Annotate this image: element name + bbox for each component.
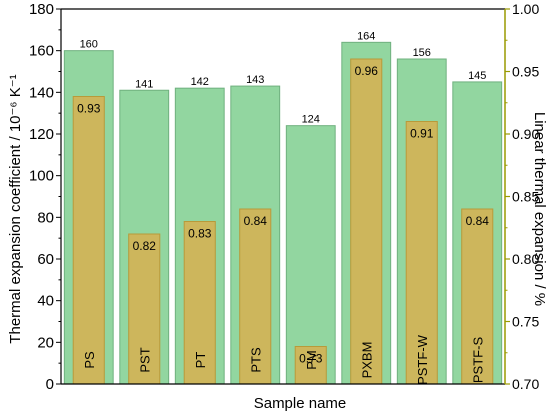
- category-label: PS: [82, 351, 97, 369]
- right-tick-label: 0.70: [512, 376, 539, 392]
- left-tick-label: 160: [29, 43, 54, 60]
- left-tick-label: 20: [37, 334, 54, 351]
- category-labels: PS PST PT PTS PM PXBM PSTF-W PSTF-S: [82, 334, 486, 385]
- main-bar-value-label: 160: [80, 39, 98, 51]
- main-bar-value-label: 143: [246, 74, 264, 86]
- secondary-bar: [128, 233, 161, 385]
- secondary-bar-value-label: 0.73: [299, 352, 323, 366]
- secondary-bar: [239, 208, 272, 385]
- main-bar-value-label: 142: [191, 76, 209, 88]
- secondary-bar: [461, 208, 494, 385]
- secondary-bar-value-label: 0.91: [410, 127, 434, 141]
- category-label: PM: [304, 350, 319, 370]
- x-axis-label: Sample name: [254, 395, 347, 412]
- secondary-bar-value-label: 0.84: [244, 214, 268, 228]
- secondary-bar-value-label: 0.83: [188, 227, 212, 241]
- secondary-bar-value-label: 0.84: [466, 214, 490, 228]
- right-tick-label: 0.75: [512, 314, 539, 330]
- main-bar-value-label: 145: [468, 70, 486, 82]
- left-tick-label: 120: [29, 126, 54, 143]
- secondary-bar: [72, 96, 105, 385]
- left-tick-label: 60: [37, 251, 54, 268]
- left-axis-ticks: 0 20 40 60 80 100 120 140 160 180: [29, 1, 61, 393]
- main-bar-value-label: 164: [357, 30, 375, 42]
- main-bar-value-label: 124: [302, 114, 320, 126]
- left-tick-label: 100: [29, 168, 54, 185]
- category-label: PT: [193, 352, 208, 369]
- value-labels: 160 0.93 141 0.82 142 0.83 143 0.84 124 0.73 164 0.…: [77, 30, 489, 365]
- category-label: PXBM: [359, 342, 374, 379]
- y-axis-label: Thermal expansion coefficient / 10⁻⁶ K⁻¹: [7, 74, 24, 343]
- right-tick-label: 0.80: [512, 251, 539, 267]
- category-label: PST: [137, 347, 152, 372]
- category-label: PTS: [248, 347, 263, 373]
- right-tick-label: 1.00: [512, 1, 539, 17]
- left-tick-label: 140: [29, 84, 54, 101]
- main-bar-value-label: 141: [135, 78, 153, 90]
- main-bar-value-label: 156: [413, 47, 431, 59]
- y2-axis-label: Linear thermal expansion / %: [531, 112, 548, 306]
- left-tick-label: 80: [37, 209, 54, 226]
- right-tick-label: 0.85: [512, 189, 539, 205]
- secondary-bar: [350, 58, 383, 385]
- right-tick-label: 0.90: [512, 126, 539, 142]
- secondary-bar: [183, 221, 216, 385]
- right-axis-ticks: 0.70 0.75 0.80 0.85 0.90 0.95 1.00: [505, 1, 539, 392]
- secondary-bar-value-label: 0.82: [133, 239, 157, 253]
- secondary-bar-value-label: 0.93: [77, 102, 101, 116]
- right-tick-label: 0.95: [512, 64, 539, 80]
- category-label: PSTF-W: [415, 334, 430, 385]
- main-bar: [285, 125, 336, 385]
- left-tick-label: 0: [46, 376, 54, 393]
- left-tick-label: 40: [37, 293, 54, 310]
- secondary-bar-value-label: 0.96: [355, 64, 379, 78]
- category-label: PSTF-S: [470, 337, 485, 384]
- left-tick-label: 180: [29, 1, 54, 18]
